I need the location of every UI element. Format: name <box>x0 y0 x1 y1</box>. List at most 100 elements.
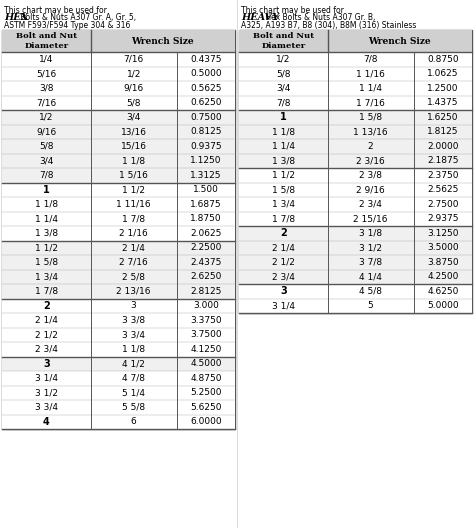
Bar <box>2 110 235 125</box>
Text: 1 1/8: 1 1/8 <box>35 200 58 209</box>
Text: 1/2: 1/2 <box>127 69 141 78</box>
Text: 1 1/2: 1 1/2 <box>122 185 145 194</box>
Text: 2 3/4: 2 3/4 <box>35 345 58 354</box>
Text: 4.6250: 4.6250 <box>427 287 458 296</box>
Text: 4 7/8: 4 7/8 <box>122 374 145 383</box>
Text: 2 1/16: 2 1/16 <box>119 229 148 238</box>
Text: 3.3750: 3.3750 <box>190 316 222 325</box>
Text: 3.7500: 3.7500 <box>190 330 222 340</box>
Bar <box>2 255 235 269</box>
Text: 1 1/16: 1 1/16 <box>356 69 385 78</box>
Bar <box>2 52 235 67</box>
Text: 3: 3 <box>280 286 287 296</box>
Text: 0.9375: 0.9375 <box>190 142 222 151</box>
Text: 3.000: 3.000 <box>193 301 219 310</box>
Text: 6.0000: 6.0000 <box>190 417 222 426</box>
Text: 2 1/4: 2 1/4 <box>35 316 58 325</box>
Bar <box>239 226 472 240</box>
Text: 1.1250: 1.1250 <box>190 156 222 165</box>
Bar <box>239 284 472 298</box>
Text: 9/16: 9/16 <box>36 127 56 136</box>
Text: 0.5625: 0.5625 <box>190 84 222 93</box>
Bar <box>2 81 235 96</box>
Text: 2 15/16: 2 15/16 <box>354 214 388 223</box>
Text: 1 3/4: 1 3/4 <box>35 272 58 281</box>
Bar <box>239 154 472 168</box>
Text: HEX: HEX <box>4 13 28 22</box>
Text: 2 1/2: 2 1/2 <box>35 330 58 340</box>
Bar <box>2 342 235 356</box>
Text: 1 1/2: 1 1/2 <box>35 243 58 252</box>
Text: 0.8750: 0.8750 <box>427 55 459 64</box>
Text: 5/8: 5/8 <box>276 69 291 78</box>
Text: 1 1/8: 1 1/8 <box>272 127 295 136</box>
Text: 2.1875: 2.1875 <box>427 156 459 165</box>
Text: 2.4375: 2.4375 <box>190 258 221 267</box>
Text: 1 1/4: 1 1/4 <box>35 214 58 223</box>
Text: 1 3/4: 1 3/4 <box>272 200 295 209</box>
Text: 2.8125: 2.8125 <box>190 287 221 296</box>
Text: 1 1/8: 1 1/8 <box>122 156 145 165</box>
Text: 2.3750: 2.3750 <box>427 171 459 180</box>
Text: 1 1/4: 1 1/4 <box>272 142 295 151</box>
Text: 1 11/16: 1 11/16 <box>116 200 151 209</box>
Text: 2.0000: 2.0000 <box>427 142 459 151</box>
Bar <box>2 212 235 226</box>
Text: 5/16: 5/16 <box>36 69 56 78</box>
Text: 2.5625: 2.5625 <box>427 185 458 194</box>
Bar <box>2 30 235 429</box>
Text: 3 3/4: 3 3/4 <box>35 403 58 412</box>
Text: 13/16: 13/16 <box>121 127 146 136</box>
Text: 2 3/8: 2 3/8 <box>359 171 382 180</box>
Text: 0.8125: 0.8125 <box>190 127 222 136</box>
Text: 7/16: 7/16 <box>124 55 144 64</box>
Text: 9/16: 9/16 <box>124 84 144 93</box>
Bar <box>239 30 472 313</box>
Text: 2 3/4: 2 3/4 <box>272 272 295 281</box>
Text: 3/4: 3/4 <box>39 156 54 165</box>
Text: 1 5/8: 1 5/8 <box>359 113 382 122</box>
Text: 1/2: 1/2 <box>39 113 54 122</box>
Bar <box>239 197 472 212</box>
Bar <box>239 125 472 139</box>
Bar <box>2 30 235 52</box>
Text: ASTM F593/F594 Type 304 & 316: ASTM F593/F594 Type 304 & 316 <box>4 21 130 30</box>
Bar <box>2 96 235 110</box>
Text: 1.8125: 1.8125 <box>427 127 459 136</box>
Text: 15/16: 15/16 <box>121 142 146 151</box>
Text: 7/16: 7/16 <box>36 98 56 107</box>
Text: 3.5000: 3.5000 <box>427 243 459 252</box>
Text: 3/8: 3/8 <box>39 84 54 93</box>
Text: 3 1/8: 3 1/8 <box>359 229 382 238</box>
Text: 1 5/16: 1 5/16 <box>119 171 148 180</box>
Text: 4 5/8: 4 5/8 <box>359 287 382 296</box>
Bar <box>2 183 235 197</box>
Text: 1 7/16: 1 7/16 <box>356 98 385 107</box>
Text: 4.1250: 4.1250 <box>190 345 221 354</box>
Text: 1 5/8: 1 5/8 <box>272 185 295 194</box>
Bar <box>239 81 472 96</box>
Bar <box>2 356 235 371</box>
Bar <box>2 240 235 255</box>
Text: 2.7500: 2.7500 <box>427 200 459 209</box>
Text: 3 1/4: 3 1/4 <box>272 301 295 310</box>
Text: 1.2500: 1.2500 <box>427 84 459 93</box>
Text: Wrench Size: Wrench Size <box>131 36 194 45</box>
Bar <box>239 255 472 269</box>
Text: A325, A193 B7, B8 (304), B8M (316) Stainless: A325, A193 B7, B8 (304), B8M (316) Stain… <box>241 21 416 30</box>
Text: 1 1/2: 1 1/2 <box>272 171 295 180</box>
Bar <box>239 52 472 67</box>
Text: 1: 1 <box>280 112 287 122</box>
Text: 1.500: 1.500 <box>193 185 219 194</box>
Bar <box>239 110 472 125</box>
Bar <box>239 96 472 110</box>
Text: 3: 3 <box>131 301 137 310</box>
Text: 4 1/2: 4 1/2 <box>122 359 145 368</box>
Text: 3 3/8: 3 3/8 <box>122 316 145 325</box>
Bar <box>239 240 472 255</box>
Text: Hex Bolts & Nuts A307 Gr. B,: Hex Bolts & Nuts A307 Gr. B, <box>263 13 375 22</box>
Bar <box>239 183 472 197</box>
Bar <box>2 139 235 154</box>
Bar <box>239 269 472 284</box>
Text: 7/8: 7/8 <box>39 171 54 180</box>
